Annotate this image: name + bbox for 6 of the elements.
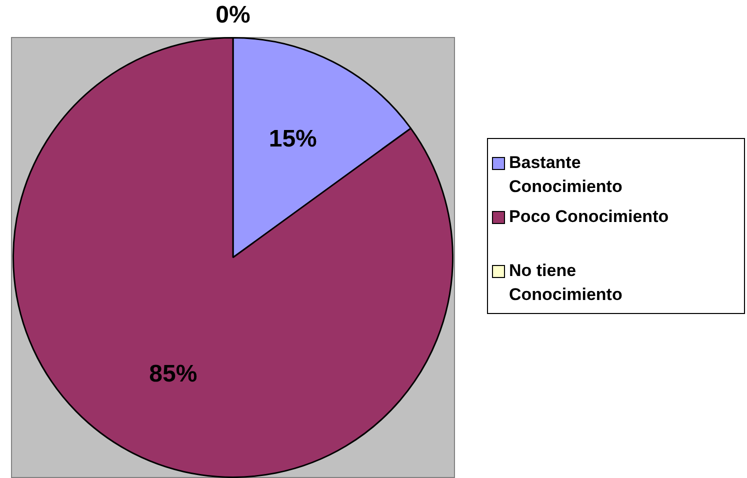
data-label: 15% [268,126,317,153]
legend-label: Poco Conocimiento [509,206,669,228]
data-label: 85% [149,360,198,388]
text: 0% [216,1,250,28]
legend-label: No tiene Conocimiento [509,260,624,306]
legend-label: Bastante Conocimiento [509,152,624,198]
